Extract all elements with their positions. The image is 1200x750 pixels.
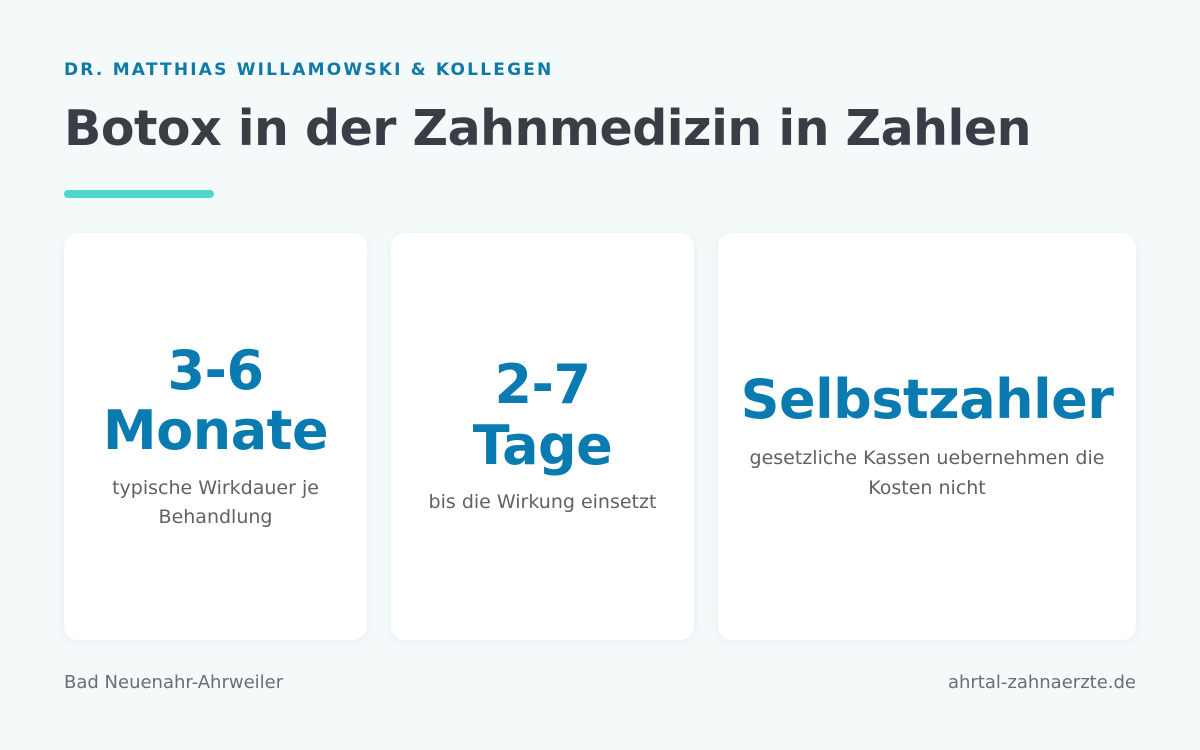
stat-card-onset: 2-7 Tage bis die Wirkung einsetzt — [391, 233, 694, 640]
page-title: Botox in der Zahnmedizin in Zahlen — [64, 100, 1031, 157]
stat-card-costs: Selbstzahler gesetzliche Kassen ueberneh… — [718, 233, 1136, 640]
stat-description: bis die Wirkung einsetzt — [428, 491, 657, 514]
stat-card-duration: 3-6 Monate typische Wirkdauer je Behandl… — [64, 233, 367, 640]
stat-description: typische Wirkdauer je Behandlung — [112, 476, 319, 528]
stat-value-text: Selbstzahler — [740, 367, 1114, 431]
stat-value: 3-6 Monate — [102, 338, 329, 463]
stat-value-unit: Tage — [472, 413, 613, 477]
stat-value: Selbstzahler — [740, 367, 1114, 431]
footer-location: Bad Neuenahr-Ahrweiler — [64, 672, 284, 693]
footer-website: ahrtal-zahnaerzte.de — [947, 672, 1136, 693]
stat-description: gesetzliche Kassen uebernehmen die Koste… — [749, 447, 1105, 499]
stat-value-unit: Monate — [102, 399, 329, 463]
stat-value-number: 3-6 — [167, 338, 264, 402]
practice-name: DR. MATTHIAS WILLAMOWSKI & KOLLEGEN — [64, 60, 554, 80]
stat-value-number: 2-7 — [494, 353, 591, 417]
stat-value: 2-7 Tage — [472, 353, 613, 477]
title-underline — [64, 190, 214, 198]
